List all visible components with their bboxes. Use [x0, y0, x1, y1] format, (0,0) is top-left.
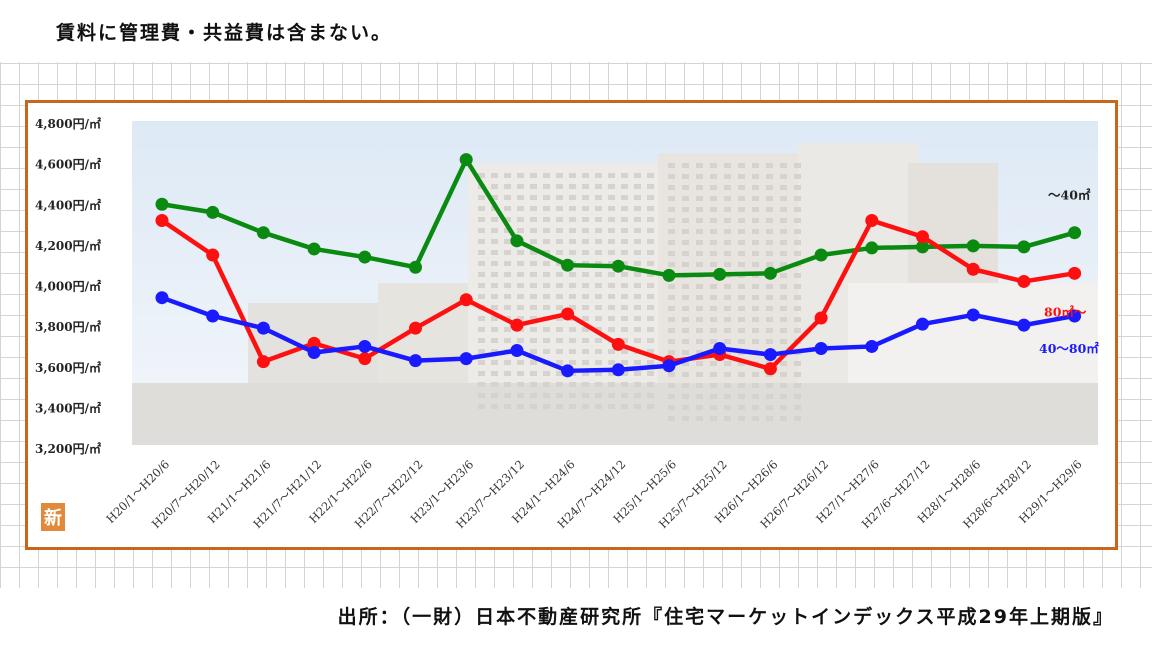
y-tick-label: 3,600円/㎡	[35, 360, 101, 375]
series-label: ～40㎡	[1048, 188, 1091, 203]
data-point	[916, 230, 929, 244]
y-tick-label: 4,400円/㎡	[35, 197, 101, 212]
new-badge: 新	[41, 503, 65, 531]
data-point	[307, 346, 321, 360]
data-point	[155, 291, 169, 305]
data-point	[561, 258, 575, 272]
data-point	[409, 354, 422, 368]
data-point	[510, 318, 524, 332]
data-point	[510, 344, 524, 357]
data-point	[358, 339, 372, 353]
rent-note: 賃料に管理費・共益費は含まない。	[56, 22, 393, 44]
data-point	[814, 248, 828, 262]
data-point	[155, 197, 169, 211]
chart-frame: 3,200円/㎡ 3,400円/㎡ 3,600円/㎡ 3,800円/㎡ 4,000円/㎡…	[25, 100, 1118, 550]
rent-line-chart: 3,200円/㎡ 3,400円/㎡ 3,600円/㎡ 3,800円/㎡ 4,000円/㎡…	[35, 116, 1099, 531]
data-point	[763, 266, 777, 280]
y-tick-label: 4,800円/㎡	[35, 116, 101, 131]
source-citation: 出所：（一財）日本不動産研究所『住宅マーケットインデックス平成29年上期版』	[337, 606, 1114, 628]
data-point	[865, 241, 879, 255]
data-point	[256, 355, 270, 369]
data-point	[916, 317, 929, 331]
data-point	[713, 267, 727, 281]
data-point	[865, 214, 879, 227]
y-tick-label: 4,200円/㎡	[35, 238, 101, 253]
data-point	[966, 308, 980, 322]
data-point	[763, 348, 777, 362]
data-point	[459, 153, 473, 167]
footer-band	[0, 588, 1152, 648]
data-point	[662, 268, 676, 282]
data-point	[814, 311, 828, 325]
data-point	[1068, 226, 1082, 240]
data-point	[1017, 318, 1031, 332]
data-point	[763, 362, 777, 376]
data-point	[916, 240, 929, 254]
y-tick-label: 4,600円/㎡	[35, 157, 101, 172]
y-tick-label: 3,800円/㎡	[35, 319, 101, 334]
data-point	[358, 250, 372, 264]
data-point	[1068, 266, 1082, 280]
data-point	[611, 337, 625, 351]
new-badge-label: 新	[44, 507, 62, 529]
data-point	[307, 336, 321, 350]
data-point	[206, 205, 220, 219]
data-point	[206, 248, 220, 262]
data-point	[409, 260, 422, 274]
data-point	[1017, 274, 1031, 288]
data-point	[611, 363, 625, 377]
y-tick-label: 4,000円/㎡	[35, 279, 101, 294]
data-point	[1068, 309, 1082, 323]
data-point	[459, 293, 473, 307]
data-point	[155, 214, 169, 227]
data-point	[307, 242, 321, 256]
data-point	[611, 259, 625, 273]
data-point	[358, 352, 372, 366]
data-point	[256, 321, 270, 335]
building-photo-background	[132, 121, 1098, 445]
data-point	[256, 226, 270, 240]
data-point	[561, 364, 575, 378]
data-point	[409, 321, 422, 335]
data-point	[966, 262, 980, 276]
y-tick-label: 3,400円/㎡	[35, 400, 101, 415]
series-label: 80㎡～	[1044, 304, 1087, 319]
header-band	[0, 0, 1152, 62]
data-point	[814, 341, 828, 355]
data-point	[459, 352, 473, 366]
data-point	[510, 234, 524, 248]
data-point	[206, 309, 220, 323]
data-point	[966, 239, 980, 253]
data-point	[1017, 240, 1031, 254]
data-point	[865, 339, 879, 353]
y-tick-label: 3,200円/㎡	[35, 441, 101, 456]
series-label: 40～80㎡	[1039, 341, 1099, 356]
data-point	[662, 359, 676, 373]
data-point	[561, 307, 575, 321]
data-point	[713, 341, 727, 355]
